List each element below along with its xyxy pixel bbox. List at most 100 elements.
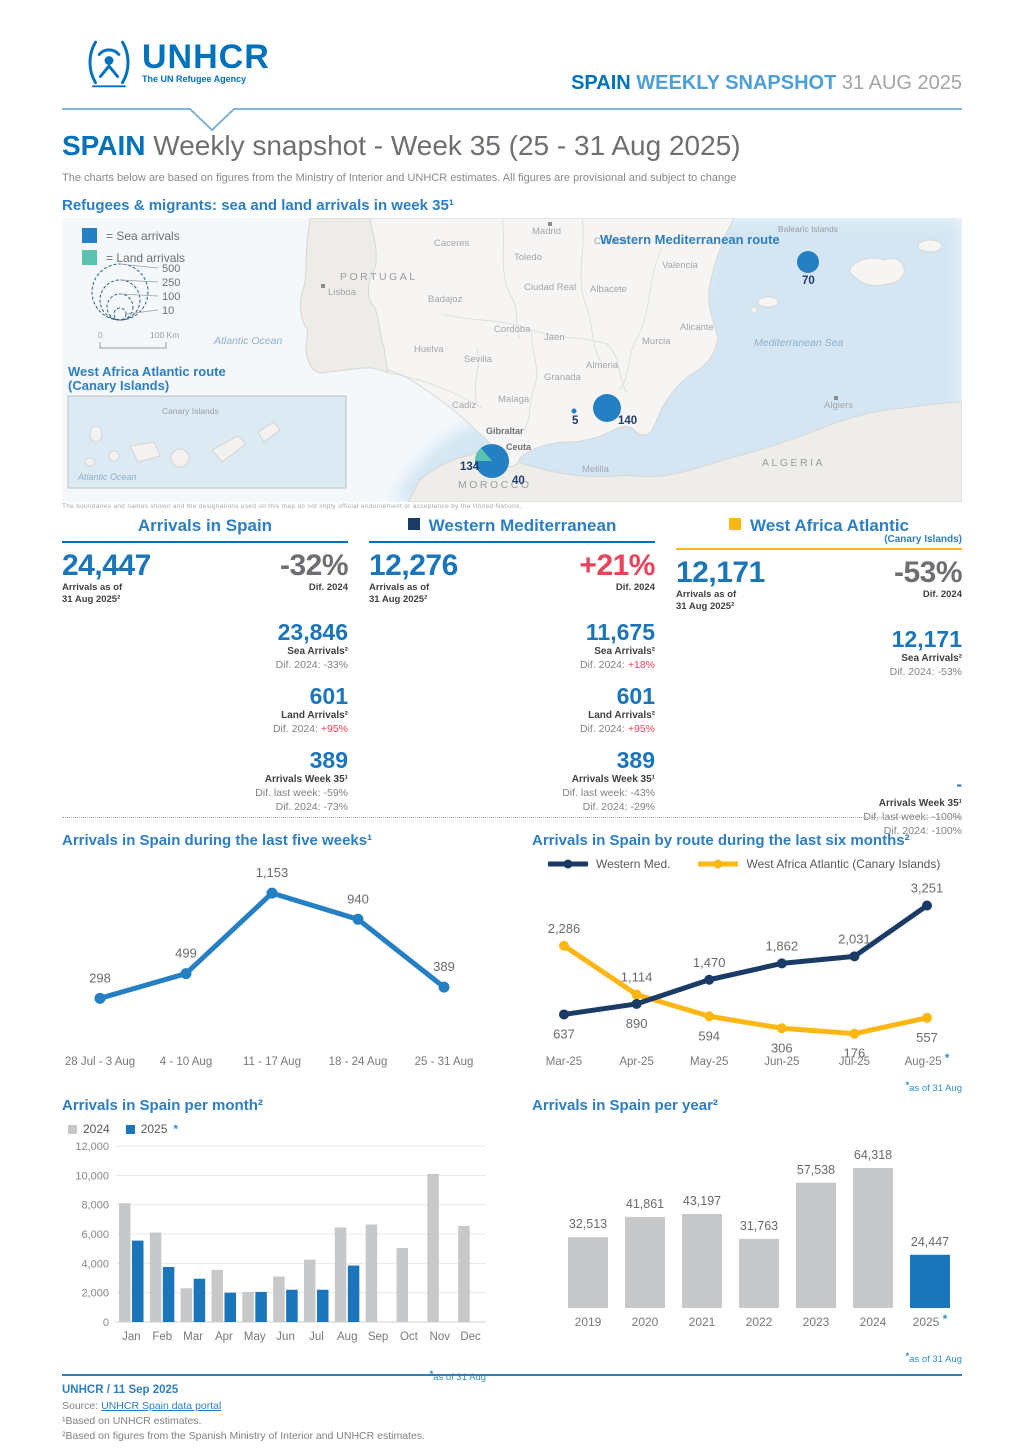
footer-source: Source: UNHCR Spain data portal bbox=[62, 1399, 222, 1412]
map-label-almeria: Almeria bbox=[586, 360, 619, 371]
svg-text:10,000: 10,000 bbox=[75, 1170, 109, 1182]
svg-text:24,447: 24,447 bbox=[911, 1235, 949, 1249]
col2-week-block: 389 Arrivals Week 35¹ Dif. last week: -4… bbox=[562, 746, 655, 813]
svg-text:0: 0 bbox=[103, 1317, 109, 1329]
spain-data-portal-link[interactable]: UNHCR Spain data portal bbox=[101, 1399, 222, 1412]
logo-tagline: The UN Refugee Agency bbox=[142, 74, 247, 84]
legend-2024: 2024 bbox=[68, 1122, 110, 1136]
svg-text:4 - 10 Aug: 4 - 10 Aug bbox=[160, 1056, 212, 1068]
col3-title: West Africa Atlantic (Canary Islands) bbox=[676, 516, 962, 550]
svg-text:2,000: 2,000 bbox=[81, 1288, 109, 1300]
navy-line-icon bbox=[548, 859, 588, 869]
map-label-granada: Granada bbox=[544, 372, 582, 383]
col2-sea-block: 11,675 Sea Arrivals² Dif. 2024: +18% bbox=[579, 618, 655, 671]
col3-total-label: Arrivals as of 31 Aug 2025² bbox=[676, 589, 737, 613]
svg-text:31,763: 31,763 bbox=[740, 1219, 778, 1233]
logo-wordmark: UNHCR bbox=[142, 38, 270, 76]
svg-text:2022: 2022 bbox=[746, 1315, 773, 1329]
map-label-lisboa: Lisboa bbox=[328, 287, 357, 298]
map-label-sevilla: Sevilla bbox=[464, 354, 493, 365]
map-label-caceres: Caceres bbox=[434, 238, 470, 249]
col3-diff: -53% bbox=[893, 556, 963, 589]
svg-text:57,538: 57,538 bbox=[797, 1163, 835, 1177]
map-label-cuenca: Cuenca bbox=[594, 236, 627, 247]
svg-text:12,000: 12,000 bbox=[75, 1141, 109, 1153]
bubble-strait-land-wedge bbox=[474, 448, 492, 461]
chart-monthly-legend: 2024 2025 * bbox=[68, 1122, 492, 1136]
unhcr-emblem-icon bbox=[88, 40, 130, 88]
map-label-madrid: Madrid bbox=[532, 226, 561, 237]
svg-text:May: May bbox=[244, 1331, 266, 1343]
legend-sea-label: = Sea arrivals bbox=[106, 229, 180, 243]
legend-west-africa: West Africa Atlantic (Canary Islands) bbox=[696, 857, 940, 871]
map-label-morocco: MOROCCO bbox=[458, 479, 532, 491]
col1-title: Arrivals in Spain bbox=[62, 516, 348, 543]
chart-weekly-title: Arrivals in Spain during the last five w… bbox=[62, 832, 373, 849]
inset-ocean-label: Atlantic Ocean bbox=[77, 472, 137, 482]
col1-diff-label: Dif. 2024 bbox=[308, 582, 348, 593]
svg-text:Mar-25: Mar-25 bbox=[546, 1056, 582, 1068]
legend-size-500: 500 bbox=[162, 263, 180, 275]
svg-text:298: 298 bbox=[89, 970, 111, 985]
svg-text:3,251: 3,251 bbox=[911, 881, 944, 896]
svg-text:41,861: 41,861 bbox=[626, 1197, 664, 1211]
chart-yearly-canvas: 32,513 2019 41,861 2020 43,197 2021 31,763 2022… bbox=[568, 1148, 950, 1329]
col1-total: 24,447 bbox=[62, 549, 151, 582]
legend-2025: 2025 * bbox=[125, 1122, 178, 1136]
svg-text:594: 594 bbox=[698, 1028, 720, 1043]
map-label-alicante: Alicante bbox=[680, 322, 714, 333]
svg-text:1,862: 1,862 bbox=[766, 938, 799, 953]
chart-monthly-canvas: 0 2,000 4,000 6,000 8,000 10,000 12,000 Jan Feb M… bbox=[75, 1141, 486, 1343]
svg-text:4,000: 4,000 bbox=[81, 1258, 109, 1270]
map-label-western-med-route: Western Mediterranean route bbox=[600, 232, 780, 247]
col2-diff-label: Dif. 2024 bbox=[615, 582, 655, 593]
chart-yearly-footnote: *as of 31 Aug bbox=[905, 1351, 962, 1365]
stats-west-africa-atlantic: West Africa Atlantic (Canary Islands) 12… bbox=[676, 516, 963, 837]
col3-spacer bbox=[676, 691, 962, 759]
map-label-balearic-islands: Balearic Islands bbox=[778, 224, 838, 234]
col2-diff: +21% bbox=[579, 549, 655, 582]
map-label-ceuta: Ceuta bbox=[506, 442, 532, 452]
col2-land-block: 601 Land Arrivals² Dif. 2024: +95% bbox=[579, 682, 655, 735]
svg-text:18 - 24 Aug: 18 - 24 Aug bbox=[329, 1056, 388, 1068]
map-label-melilla: Melilla bbox=[582, 464, 610, 475]
chart-weekly-arrivals: Arrivals in Spain during the last five w… bbox=[62, 832, 482, 1086]
chart-routes: Arrivals in Spain by route during the la… bbox=[532, 832, 962, 1094]
header-divider bbox=[62, 108, 962, 132]
svg-text:637: 637 bbox=[553, 1026, 575, 1041]
map-label-ciudad-real: Ciudad Real bbox=[524, 282, 576, 293]
page-subtitle: The charts below are based on figures fr… bbox=[62, 172, 737, 184]
svg-text:6,000: 6,000 bbox=[81, 1229, 109, 1241]
col1-total-label: Arrivals as of 31 Aug 2025² bbox=[62, 582, 123, 606]
svg-text:May-25: May-25 bbox=[690, 1056, 728, 1068]
gray-square-icon bbox=[68, 1124, 77, 1134]
svg-text:Apr-25: Apr-25 bbox=[619, 1056, 654, 1068]
col1-week-block: 389 Arrivals Week 35¹ Dif. last week: -5… bbox=[255, 746, 348, 813]
map-label-gibraltar: Gibraltar bbox=[486, 426, 524, 436]
map-label-west-africa-route-1: West Africa Atlantic route bbox=[68, 364, 226, 379]
col1-land-block: 601 Land Arrivals² Dif. 2024: +95% bbox=[272, 682, 348, 735]
svg-text:176: 176 bbox=[844, 1046, 866, 1061]
map-canvas: PORTUGAL Lisboa Madrid Caceres Toledo Cu… bbox=[62, 217, 963, 503]
legend-size-10: 10 bbox=[162, 305, 174, 317]
legend-sea-swatch bbox=[82, 228, 97, 243]
yellow-square-icon bbox=[728, 518, 741, 530]
page-title-rest: Weekly snapshot - Week 35 (25 - 31 Aug 2… bbox=[145, 130, 741, 161]
svg-text:Dec: Dec bbox=[460, 1331, 481, 1343]
svg-text:Aug: Aug bbox=[337, 1331, 357, 1343]
svg-text:Jul: Jul bbox=[309, 1331, 324, 1343]
map-label-portugal: PORTUGAL bbox=[340, 271, 418, 283]
map-label-west-africa-route-2: (Canary Islands) bbox=[68, 378, 169, 393]
header-date: 31 AUG 2025 bbox=[836, 72, 962, 94]
page-title: SPAIN Weekly snapshot - Week 35 (25 - 31… bbox=[62, 130, 741, 162]
svg-text:2021: 2021 bbox=[689, 1315, 716, 1329]
map-label-algiers: Algiers bbox=[824, 400, 853, 411]
svg-text:940: 940 bbox=[347, 891, 369, 906]
header-country: SPAIN bbox=[571, 72, 631, 94]
svg-text:Jul-25: Jul-25 bbox=[839, 1056, 870, 1068]
svg-text:2,031: 2,031 bbox=[838, 931, 871, 946]
col2-total: 12,276 bbox=[369, 549, 458, 582]
bubble-almeria-value: 140 bbox=[618, 415, 637, 427]
bubble-ceuta-value: 40 bbox=[512, 475, 525, 487]
